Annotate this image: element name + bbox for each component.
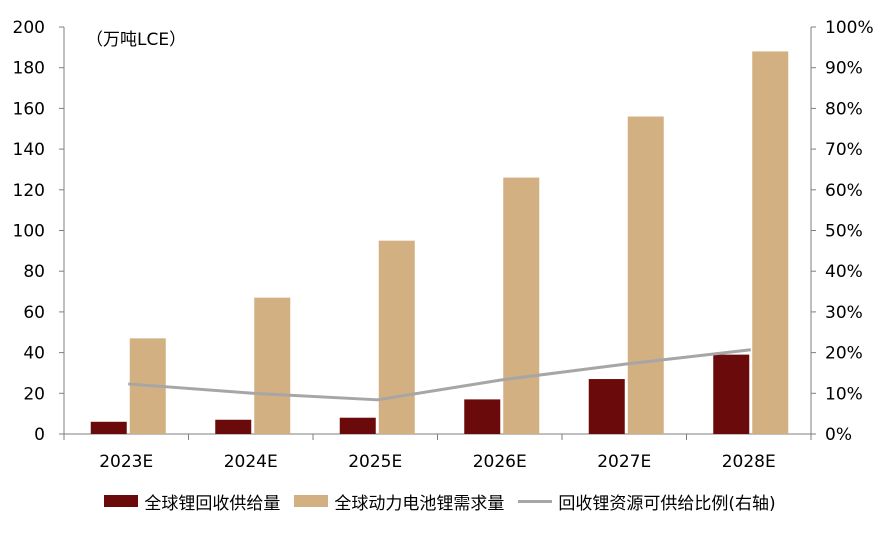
- x-tick-label: 2024E: [224, 452, 278, 472]
- x-tick-label: 2028E: [722, 452, 776, 472]
- left-tick-label: 200: [13, 18, 45, 38]
- left-tick-label: 180: [13, 59, 45, 79]
- line-recycle-ratio: [128, 348, 751, 402]
- bar-battery-demand: [378, 240, 415, 434]
- bar-battery-demand: [752, 51, 789, 435]
- left-tick-label: 140: [13, 140, 45, 160]
- legend-swatch-recycle-ratio: [518, 499, 553, 503]
- legend: 全球锂回收供给量 全球动力电池锂需求量 回收锂资源可供给比例(右轴): [0, 486, 880, 516]
- bar-recycled-supply: [339, 417, 376, 434]
- bar-battery-demand: [503, 177, 540, 434]
- legend-label-recycle-ratio: 回收锂资源可供给比例(右轴): [558, 493, 776, 514]
- right-y-axis: 0% 10% 20% 30% 40% 50% 60% 70% 80% 90% 100%: [810, 18, 874, 445]
- bar-recycled-supply: [215, 419, 252, 434]
- unit-label: （万吨LCE）: [86, 30, 186, 50]
- bar-recycled-supply: [713, 354, 750, 434]
- legend-item-battery-demand: 全球动力电池锂需求量: [294, 489, 504, 514]
- right-tick-label: 40%: [825, 262, 863, 282]
- left-tick-label: 160: [13, 99, 45, 119]
- chart-area: （万吨LCE） 0 20 40 60 80 100 120 140 160 180 200 0% 10…: [13, 18, 874, 472]
- legend-swatch-battery-demand: [294, 495, 329, 507]
- left-tick-label: 60: [23, 303, 45, 323]
- bar-recycled-supply: [588, 379, 625, 434]
- right-tick-label: 80%: [825, 99, 863, 119]
- x-tick-label: 2025E: [348, 452, 402, 472]
- right-tick-label: 60%: [825, 181, 863, 201]
- x-tick-label: 2023E: [99, 452, 153, 472]
- right-tick-label: 0%: [825, 425, 852, 445]
- right-tick-label: 50%: [825, 222, 863, 242]
- right-tick-label: 70%: [825, 140, 863, 160]
- bars-group: [90, 51, 789, 435]
- legend-item-recycle-ratio: 回收锂资源可供给比例(右轴): [518, 489, 776, 514]
- bar-recycled-supply: [90, 421, 127, 434]
- left-tick-label: 80: [23, 262, 45, 282]
- right-tick-label: 10%: [825, 384, 863, 404]
- legend-label-recycled-supply: 全球锂回收供给量: [144, 493, 281, 514]
- x-axis: 2023E 2024E 2025E 2026E 2027E 2028E: [63, 433, 812, 472]
- line-group: [128, 348, 751, 402]
- right-tick-label: 20%: [825, 344, 863, 364]
- x-tick-label: 2027E: [597, 452, 651, 472]
- bar-battery-demand: [254, 297, 291, 434]
- bar-recycled-supply: [464, 399, 501, 434]
- legend-swatch-recycled-supply: [104, 495, 139, 507]
- left-tick-label: 20: [23, 384, 45, 404]
- left-tick-label: 40: [23, 344, 45, 364]
- legend-item-recycled-supply: 全球锂回收供给量: [104, 489, 280, 514]
- left-y-axis: 0 20 40 60 80 100 120 140 160 180 200: [13, 18, 65, 445]
- bar-battery-demand: [627, 116, 664, 434]
- right-tick-label: 100%: [825, 18, 874, 38]
- legend-label-battery-demand: 全球动力电池锂需求量: [334, 493, 505, 514]
- left-tick-label: 120: [13, 181, 45, 201]
- left-tick-label: 100: [13, 222, 45, 242]
- x-tick-label: 2026E: [473, 452, 527, 472]
- right-tick-label: 30%: [825, 303, 863, 323]
- left-tick-label: 0: [34, 425, 45, 445]
- right-tick-label: 90%: [825, 59, 863, 79]
